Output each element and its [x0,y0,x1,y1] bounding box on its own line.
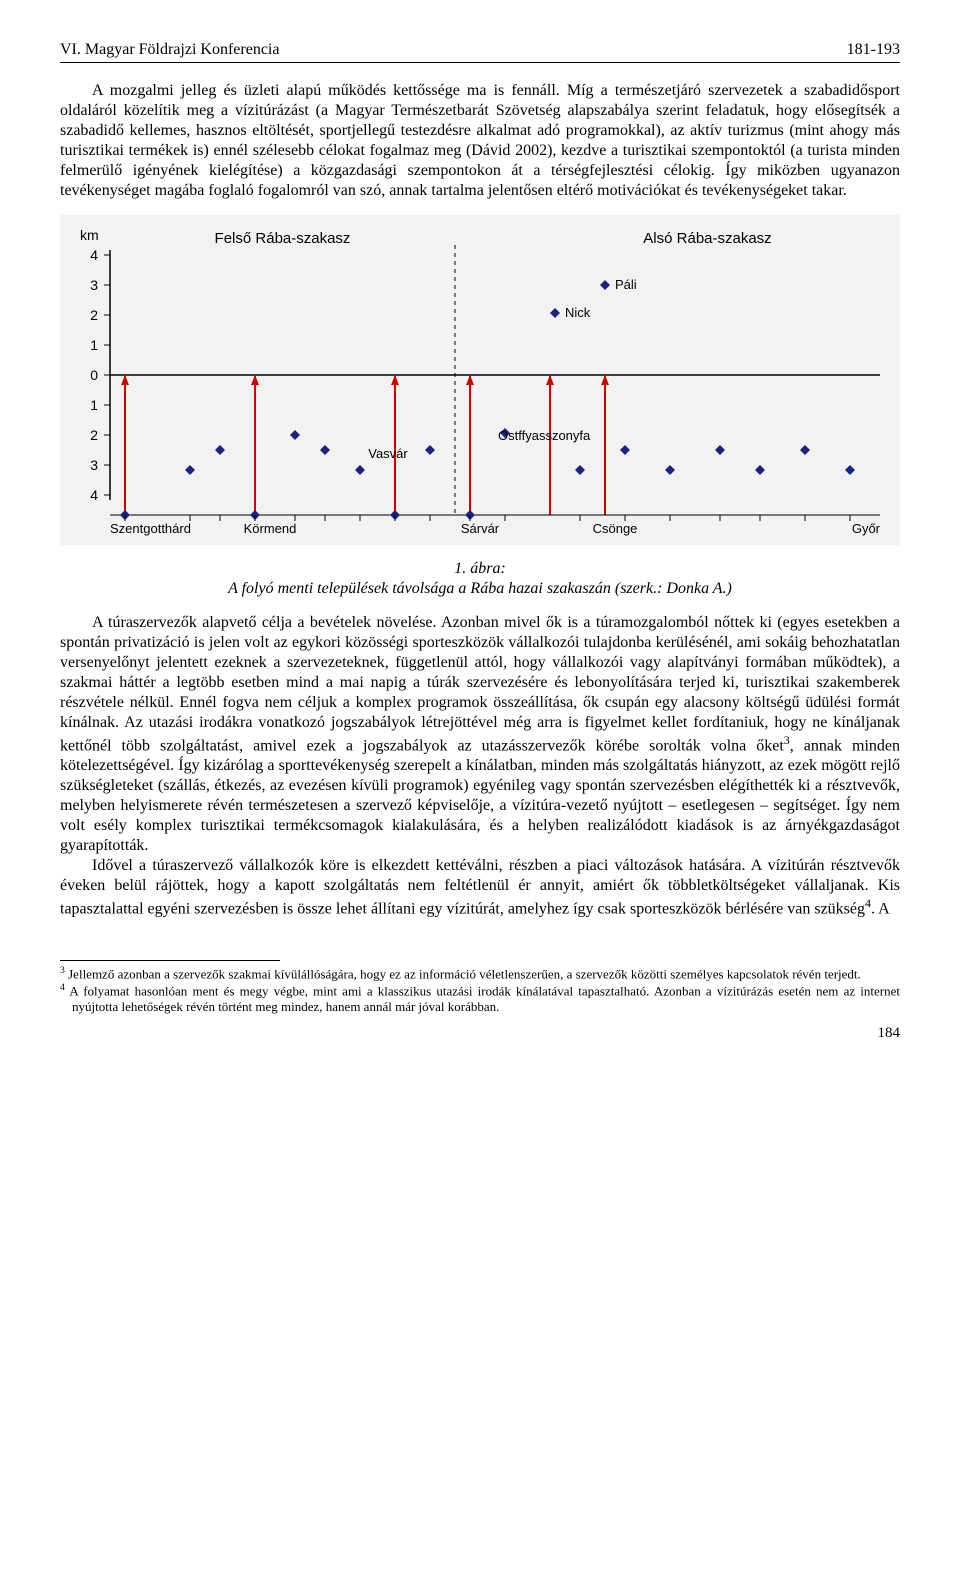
svg-text:1: 1 [90,397,98,413]
para4a-text: Idővel a túraszervező vállalkozók köre i… [60,857,900,917]
svg-text:Nick: Nick [565,305,591,320]
svg-text:km: km [80,227,99,243]
svg-text:Körmend: Körmend [244,521,297,536]
header-left: VI. Magyar Földrajzi Konferencia [60,40,279,60]
svg-text:Sárvár: Sárvár [461,521,500,536]
footnote-3-text: Jellemző azonban a szervezők szakmai kív… [68,966,861,981]
chart-svg: 4 3 2 1 0 1 2 3 4 km Felső Rába-szakasz Alsó Rába-s… [60,215,900,545]
figure-caption-num: 1. ábra: [454,560,506,577]
body-paragraph-3: A túraszervezők alapvető célja a bevétel… [60,613,900,856]
para3a-text: A túraszervezők alapvető célja a bevétel… [60,614,900,754]
svg-text:Csönge: Csönge [593,521,638,536]
footnote-4: 4 A folyamat hasonlóan ment és megy végb… [60,982,900,1015]
para2-text: Míg a természetjáró szervezetek a szabad… [60,82,900,199]
svg-text:0: 0 [90,367,98,383]
svg-text:1: 1 [90,337,98,353]
svg-text:4: 4 [90,247,98,263]
svg-text:Páli: Páli [615,277,637,292]
footnote-3-mark: 3 [60,965,65,976]
svg-text:4: 4 [90,487,98,503]
body-paragraph-1: A mozgalmi jelleg és üzleti alapú működé… [60,81,900,201]
svg-text:Vasvár: Vasvár [368,446,408,461]
footnote-3: 3 Jellemző azonban a szervezők szakmai k… [60,965,900,982]
body-paragraph-4: Idővel a túraszervező vállalkozók köre i… [60,856,900,919]
svg-text:Szentgotthárd: Szentgotthárd [110,521,191,536]
figure-caption-text: A folyó menti települések távolsága a Rá… [228,580,732,597]
svg-text:Alsó Rába-szakasz: Alsó Rába-szakasz [643,230,771,247]
header-right: 181-193 [847,40,900,60]
svg-text:Felső Rába-szakasz: Felső Rába-szakasz [215,230,351,247]
svg-text:2: 2 [90,307,98,323]
para4b-text: . A [871,901,890,918]
svg-text:Ostffyasszonyfa: Ostffyasszonyfa [498,428,591,443]
svg-text:3: 3 [90,457,98,473]
footnote-4-mark: 4 [60,982,65,993]
page-header: VI. Magyar Földrajzi Konferencia 181-193 [60,40,900,63]
svg-text:3: 3 [90,277,98,293]
svg-text:2: 2 [90,427,98,443]
para3b-text: , annak minden kötelezettségével. Így ki… [60,737,900,854]
footnotes: 3 Jellemző azonban a szervezők szakmai k… [60,965,900,1014]
figure-caption: 1. ábra: A folyó menti települések távol… [60,559,900,599]
para1-text: A mozgalmi jelleg és üzleti alapú működé… [92,82,560,99]
figure-1: 4 3 2 1 0 1 2 3 4 km Felső Rába-szakasz Alsó Rába-s… [60,215,900,551]
footnote-4-text: A folyamat hasonlóan ment és megy végbe,… [69,983,900,1014]
svg-text:Győr: Győr [852,521,881,536]
page-number: 184 [60,1024,900,1043]
